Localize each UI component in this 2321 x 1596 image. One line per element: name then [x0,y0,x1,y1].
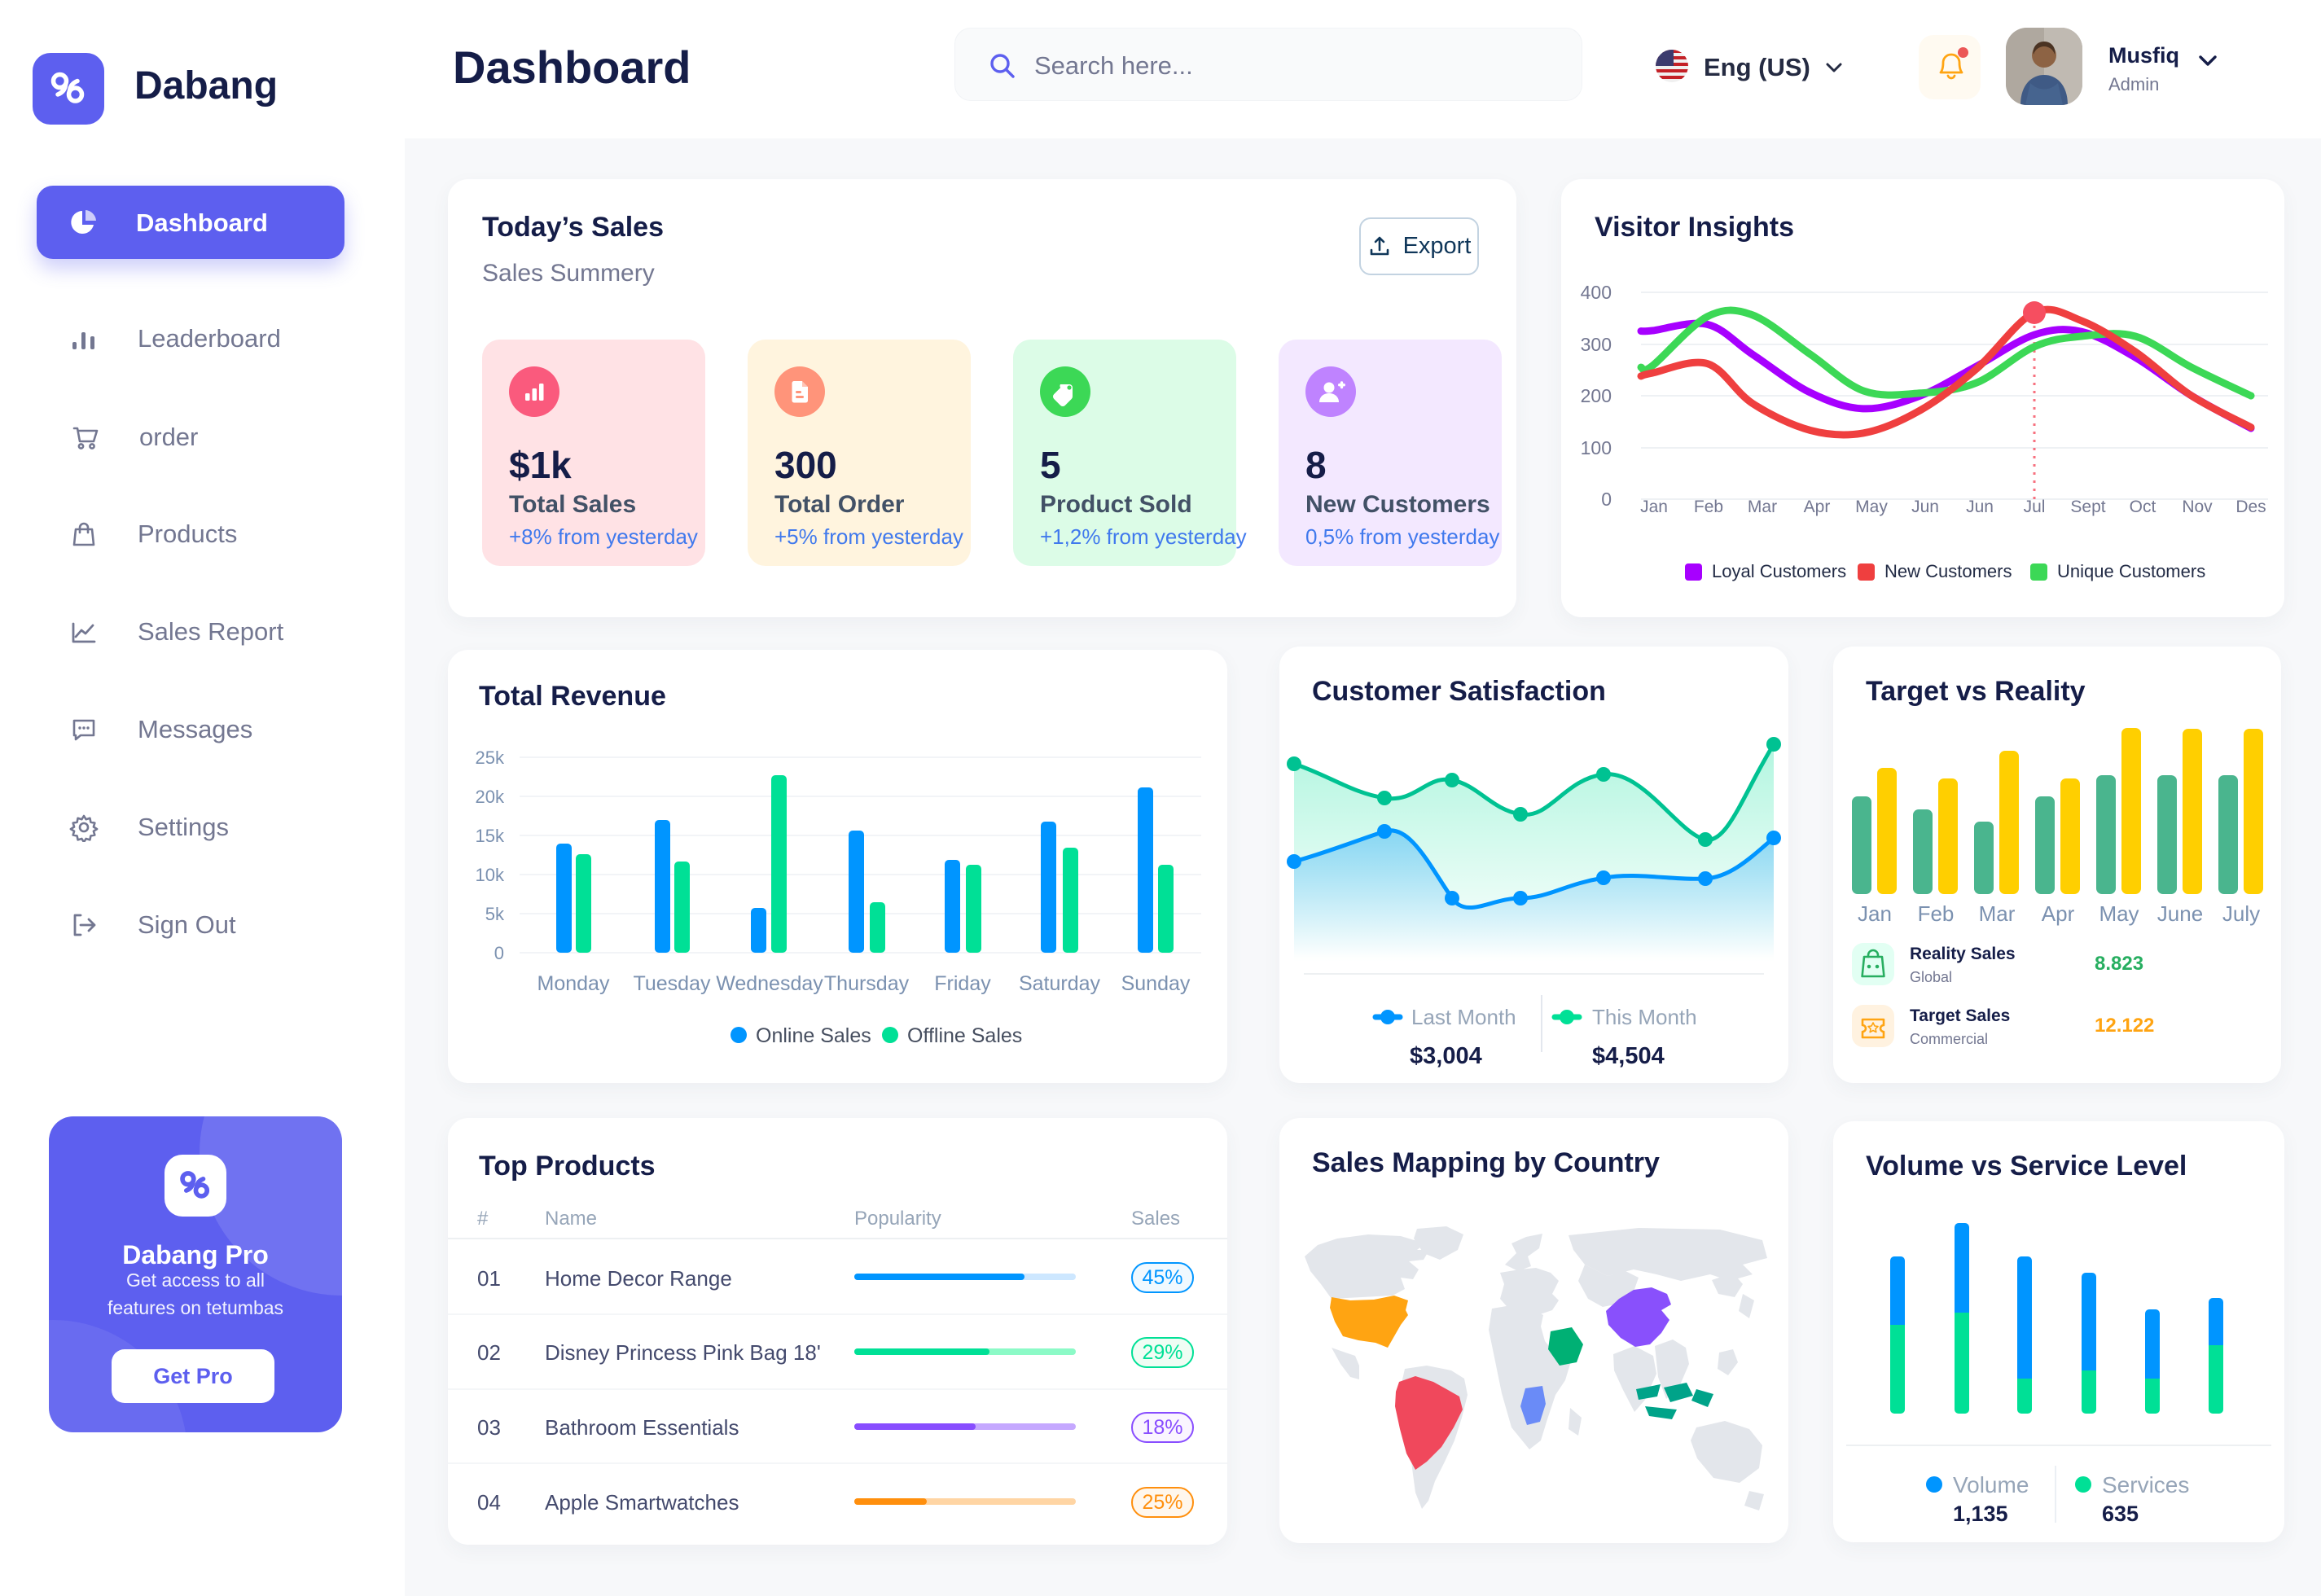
svg-text:Thursday: Thursday [824,972,910,995]
svg-text:July: July [2222,901,2260,926]
svg-text:8.823: 8.823 [2095,953,2143,975]
svg-text:Commercial: Commercial [1910,1031,1988,1047]
svg-text:Loyal Customers: Loyal Customers [1712,561,1846,581]
svg-text:Unique Customers: Unique Customers [2057,561,2205,581]
svg-text:15k: 15k [476,826,505,846]
svg-text:Jul: Jul [2024,498,2046,516]
svg-text:Jan: Jan [1858,901,1892,926]
svg-text:400: 400 [1581,282,1612,303]
svg-text:12.122: 12.122 [2095,1015,2154,1037]
svg-text:Jun: Jun [1911,498,1939,516]
svg-text:Volume: Volume [1953,1472,2029,1497]
svg-text:Mar: Mar [1979,901,2016,926]
svg-text:Last Month: Last Month [1411,1005,1516,1029]
svg-text:Reality Sales: Reality Sales [1910,945,2016,963]
svg-text:Jan: Jan [1640,498,1668,516]
svg-text:June: June [2157,901,2203,926]
svg-text:200: 200 [1581,385,1612,406]
svg-text:10k: 10k [476,865,505,885]
svg-text:Services: Services [2102,1472,2189,1497]
svg-text:Feb: Feb [1918,901,1955,926]
svg-text:20k: 20k [476,787,505,807]
svg-text:May: May [2099,901,2139,926]
svg-text:Online Sales: Online Sales [756,1024,871,1047]
svg-text:100: 100 [1581,437,1612,458]
svg-text:Saturday: Saturday [1019,972,1101,995]
svg-text:Target Sales: Target Sales [1910,1006,2010,1025]
svg-text:635: 635 [2102,1502,2139,1526]
svg-text:May: May [1855,498,1888,516]
svg-text:5k: 5k [485,904,505,924]
svg-text:$4,504: $4,504 [1592,1043,1665,1069]
svg-text:Wednesday: Wednesday [716,972,823,995]
svg-text:Offline Sales: Offline Sales [907,1024,1022,1047]
svg-text:Mar: Mar [1748,498,1777,516]
svg-text:Jun: Jun [1966,498,1994,516]
svg-text:Nov: Nov [2182,498,2213,516]
svg-text:Friday: Friday [934,972,991,995]
svg-text:This Month: This Month [1592,1005,1697,1029]
svg-text:Apr: Apr [2042,901,2075,926]
svg-text:$3,004: $3,004 [1410,1043,1482,1069]
svg-text:1,135: 1,135 [1953,1502,2008,1526]
svg-text:Monday: Monday [537,972,610,995]
svg-text:Apr: Apr [1804,498,1831,516]
svg-text:300: 300 [1581,334,1612,355]
svg-text:Sunday: Sunday [1121,972,1191,995]
svg-text:25k: 25k [476,748,505,768]
svg-text:Feb: Feb [1694,498,1723,516]
svg-text:New Customers: New Customers [1884,561,2012,581]
svg-text:Global: Global [1910,969,1952,985]
svg-text:Des: Des [2235,498,2266,516]
svg-text:0: 0 [494,943,504,963]
svg-text:Sept: Sept [2070,498,2105,516]
svg-text:0: 0 [1601,489,1612,510]
svg-text:Oct: Oct [2130,498,2156,516]
svg-text:Tuesday: Tuesday [634,972,711,995]
